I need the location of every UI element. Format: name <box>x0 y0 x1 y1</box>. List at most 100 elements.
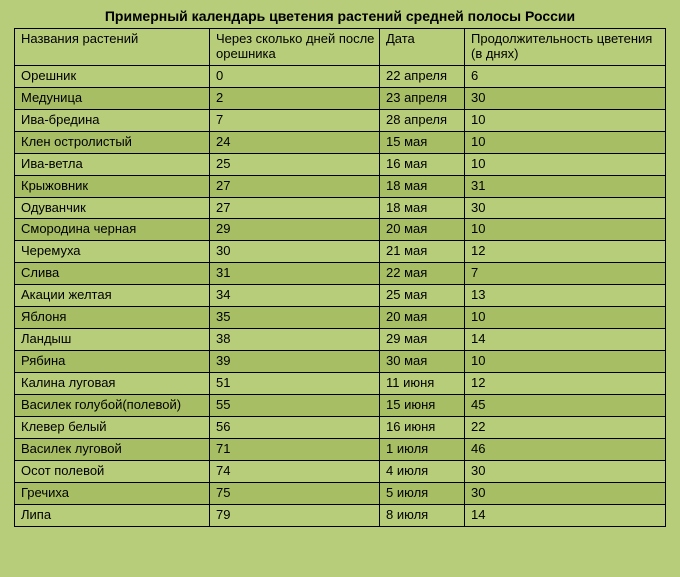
cell-duration: 6 <box>465 65 666 87</box>
table-row: Василек голубой(полевой)5515 июня45 <box>15 394 666 416</box>
cell-date: 30 мая <box>380 351 465 373</box>
page: Примерный календарь цветения растений ср… <box>0 0 680 577</box>
cell-duration: 12 <box>465 241 666 263</box>
col-header-date: Дата <box>380 29 465 66</box>
table-row: Одуванчик2718 мая30 <box>15 197 666 219</box>
cell-duration: 14 <box>465 329 666 351</box>
cell-days_after: 30 <box>210 241 380 263</box>
cell-date: 5 июля <box>380 482 465 504</box>
col-header-name: Названия растений <box>15 29 210 66</box>
cell-date: 18 мая <box>380 175 465 197</box>
cell-duration: 10 <box>465 219 666 241</box>
cell-name: Яблоня <box>15 307 210 329</box>
table-row: Клен остролистый2415 мая10 <box>15 131 666 153</box>
table-row: Акации желтая3425 мая13 <box>15 285 666 307</box>
table-row: Калина луговая5111 июня12 <box>15 373 666 395</box>
cell-days_after: 75 <box>210 482 380 504</box>
cell-date: 18 мая <box>380 197 465 219</box>
cell-days_after: 74 <box>210 460 380 482</box>
cell-days_after: 7 <box>210 109 380 131</box>
cell-name: Медуница <box>15 87 210 109</box>
cell-name: Одуванчик <box>15 197 210 219</box>
table-row: Ива-бредина728 апреля10 <box>15 109 666 131</box>
cell-name: Ива-бредина <box>15 109 210 131</box>
cell-date: 20 мая <box>380 219 465 241</box>
cell-date: 1 июля <box>380 438 465 460</box>
cell-date: 15 июня <box>380 394 465 416</box>
cell-date: 20 мая <box>380 307 465 329</box>
cell-duration: 30 <box>465 460 666 482</box>
cell-days_after: 51 <box>210 373 380 395</box>
cell-name: Клевер белый <box>15 416 210 438</box>
cell-days_after: 71 <box>210 438 380 460</box>
cell-date: 25 мая <box>380 285 465 307</box>
cell-duration: 10 <box>465 131 666 153</box>
table-row: Крыжовник2718 мая31 <box>15 175 666 197</box>
cell-days_after: 27 <box>210 175 380 197</box>
cell-duration: 13 <box>465 285 666 307</box>
cell-duration: 10 <box>465 153 666 175</box>
table-row: Василек луговой711 июля46 <box>15 438 666 460</box>
cell-date: 4 июля <box>380 460 465 482</box>
cell-date: 22 апреля <box>380 65 465 87</box>
cell-days_after: 2 <box>210 87 380 109</box>
cell-duration: 10 <box>465 109 666 131</box>
cell-name: Калина луговая <box>15 373 210 395</box>
flowering-calendar-table: Названия растений Через сколько дней пос… <box>14 28 666 527</box>
cell-name: Василек голубой(полевой) <box>15 394 210 416</box>
table-row: Черемуха3021 мая12 <box>15 241 666 263</box>
cell-date: 16 мая <box>380 153 465 175</box>
cell-name: Слива <box>15 263 210 285</box>
cell-name: Липа <box>15 504 210 526</box>
cell-name: Василек луговой <box>15 438 210 460</box>
table-row: Осот полевой744 июля30 <box>15 460 666 482</box>
cell-name: Ива-ветла <box>15 153 210 175</box>
cell-duration: 46 <box>465 438 666 460</box>
cell-days_after: 39 <box>210 351 380 373</box>
cell-duration: 10 <box>465 351 666 373</box>
cell-name: Осот полевой <box>15 460 210 482</box>
cell-date: 8 июля <box>380 504 465 526</box>
table-title: Примерный календарь цветения растений ср… <box>14 6 666 28</box>
cell-duration: 14 <box>465 504 666 526</box>
cell-days_after: 31 <box>210 263 380 285</box>
cell-days_after: 38 <box>210 329 380 351</box>
cell-date: 22 мая <box>380 263 465 285</box>
cell-duration: 12 <box>465 373 666 395</box>
table-row: Липа798 июля14 <box>15 504 666 526</box>
cell-duration: 10 <box>465 307 666 329</box>
cell-name: Акации желтая <box>15 285 210 307</box>
cell-name: Смородина черная <box>15 219 210 241</box>
cell-date: 23 апреля <box>380 87 465 109</box>
cell-date: 28 апреля <box>380 109 465 131</box>
cell-date: 15 мая <box>380 131 465 153</box>
table-row: Яблоня3520 мая10 <box>15 307 666 329</box>
cell-duration: 31 <box>465 175 666 197</box>
cell-days_after: 35 <box>210 307 380 329</box>
cell-name: Рябина <box>15 351 210 373</box>
cell-date: 11 июня <box>380 373 465 395</box>
table-row: Ландыш3829 мая14 <box>15 329 666 351</box>
cell-name: Орешник <box>15 65 210 87</box>
cell-duration: 30 <box>465 87 666 109</box>
cell-name: Ландыш <box>15 329 210 351</box>
cell-days_after: 55 <box>210 394 380 416</box>
table-row: Смородина черная2920 мая10 <box>15 219 666 241</box>
cell-date: 16 июня <box>380 416 465 438</box>
cell-days_after: 56 <box>210 416 380 438</box>
cell-duration: 30 <box>465 197 666 219</box>
cell-days_after: 79 <box>210 504 380 526</box>
cell-days_after: 24 <box>210 131 380 153</box>
cell-date: 21 мая <box>380 241 465 263</box>
cell-duration: 7 <box>465 263 666 285</box>
table-row: Рябина3930 мая10 <box>15 351 666 373</box>
table-row: Слива3122 мая7 <box>15 263 666 285</box>
cell-name: Крыжовник <box>15 175 210 197</box>
cell-duration: 30 <box>465 482 666 504</box>
cell-days_after: 27 <box>210 197 380 219</box>
cell-name: Клен остролистый <box>15 131 210 153</box>
cell-days_after: 0 <box>210 65 380 87</box>
cell-date: 29 мая <box>380 329 465 351</box>
col-header-days: Через сколько дней после орешника <box>210 29 380 66</box>
cell-days_after: 34 <box>210 285 380 307</box>
